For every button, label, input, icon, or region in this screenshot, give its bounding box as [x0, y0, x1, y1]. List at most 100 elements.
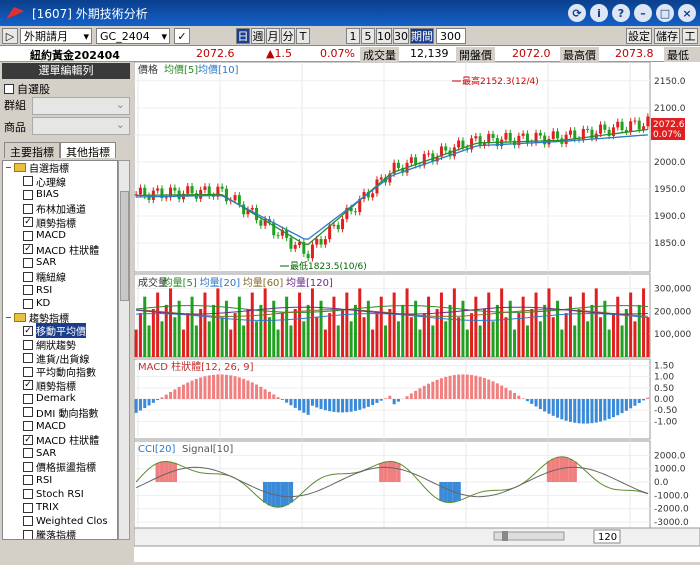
- indicator-checkbox[interactable]: [23, 285, 33, 295]
- indicator-checkbox[interactable]: [23, 489, 33, 499]
- tree-item[interactable]: SAR: [3, 446, 117, 460]
- tree-item[interactable]: SAR: [3, 256, 117, 270]
- price-tick-label: 1850.0: [654, 239, 686, 249]
- tree-item[interactable]: RSI: [3, 474, 117, 488]
- tree-item[interactable]: ✓移動平均價: [3, 324, 117, 338]
- indicator-checkbox[interactable]: [23, 176, 33, 186]
- refresh-icon[interactable]: ⟳: [568, 4, 586, 22]
- tree-item[interactable]: 布林加通道: [3, 202, 117, 216]
- tree-group[interactable]: −趨勢指標: [3, 311, 117, 325]
- tree-item[interactable]: 平均動向指數: [3, 365, 117, 379]
- tree-item[interactable]: Weighted Clos: [3, 514, 117, 528]
- period-day-button[interactable]: 日: [236, 28, 250, 44]
- option-checkbox[interactable]: ✓: [174, 28, 190, 44]
- settings-button[interactable]: 設定: [626, 28, 652, 44]
- indicator-checkbox[interactable]: [23, 272, 33, 282]
- tree-item[interactable]: ✓順勢指標: [3, 215, 117, 229]
- minimize-icon[interactable]: –: [634, 4, 652, 22]
- indicator-checkbox[interactable]: [23, 340, 33, 350]
- low-annotation: 最低1823.5(10/6): [290, 260, 367, 272]
- indicator-checkbox[interactable]: [23, 353, 33, 363]
- period-minute-button[interactable]: 分: [281, 28, 295, 44]
- tree-scrollbar[interactable]: [118, 160, 130, 540]
- volume-bar: [371, 330, 374, 357]
- interval-5-button[interactable]: 5: [361, 28, 375, 44]
- tab-other-indicators[interactable]: 其他指標: [60, 142, 116, 158]
- group-combo[interactable]: [32, 97, 130, 115]
- indicator-checkbox[interactable]: [23, 516, 33, 526]
- symbol-select[interactable]: GC_2404▾: [96, 28, 170, 44]
- tree-item[interactable]: 心理線: [3, 175, 117, 189]
- indicator-checkbox[interactable]: ✓: [23, 244, 33, 254]
- tree-item[interactable]: ✓MACD 柱狀體: [3, 433, 117, 447]
- candle-body: [380, 178, 383, 180]
- tree-item[interactable]: Stoch RSI: [3, 487, 117, 501]
- macd-tick-label: 0.50: [654, 384, 674, 394]
- indicator-checkbox[interactable]: [23, 475, 33, 485]
- self-select-row[interactable]: 自選股: [0, 80, 132, 98]
- indicator-checkbox[interactable]: [23, 190, 33, 200]
- indicator-checkbox[interactable]: [23, 367, 33, 377]
- tree-item[interactable]: MACD: [3, 229, 117, 243]
- candle-body: [427, 153, 430, 154]
- indicator-checkbox[interactable]: ✓: [23, 326, 33, 336]
- cci-signal-legend: Signal[10]: [182, 444, 233, 455]
- tree-item[interactable]: BIAS: [3, 188, 117, 202]
- play-icon[interactable]: ▷: [2, 28, 18, 44]
- tree-item[interactable]: TRIX: [3, 501, 117, 515]
- macd-bar: [298, 399, 301, 410]
- tree-item[interactable]: RSI: [3, 283, 117, 297]
- tree-item[interactable]: ✓順勢指標: [3, 379, 117, 393]
- tree-item[interactable]: ✓MACD 柱狀體: [3, 243, 117, 257]
- scrollbar-thumb[interactable]: [120, 191, 129, 301]
- interval-1-button[interactable]: 1: [346, 28, 360, 44]
- tab-main-indicators[interactable]: 主要指標: [4, 142, 60, 158]
- tree-group[interactable]: −自選指標: [3, 161, 117, 175]
- indicator-checkbox[interactable]: ✓: [23, 380, 33, 390]
- indicator-checkbox[interactable]: [23, 231, 33, 241]
- indicator-checkbox[interactable]: [23, 503, 33, 513]
- candle-body: [191, 186, 194, 193]
- tree-item[interactable]: 價格振盪指標: [3, 460, 117, 474]
- tree-item[interactable]: MACD: [3, 419, 117, 433]
- indicator-checkbox[interactable]: ✓: [23, 217, 33, 227]
- indicator-checkbox[interactable]: [23, 462, 33, 472]
- indicator-checkbox[interactable]: [23, 204, 33, 214]
- tools-button[interactable]: 工: [682, 28, 698, 44]
- save-button[interactable]: 儲存: [654, 28, 680, 44]
- interval-30-button[interactable]: 30: [393, 28, 409, 44]
- macd-bar: [212, 375, 215, 399]
- volume-bar: [539, 321, 542, 357]
- period-month-button[interactable]: 月: [266, 28, 280, 44]
- chart-area[interactable]: 2023/08091011122024/01022150.02100.02050…: [134, 62, 700, 562]
- macd-bar: [246, 380, 249, 399]
- indicator-checkbox[interactable]: [23, 299, 33, 309]
- indicator-checkbox[interactable]: ✓: [23, 435, 33, 445]
- indicator-checkbox[interactable]: [23, 448, 33, 458]
- indicator-checkbox[interactable]: [23, 258, 33, 268]
- period-input[interactable]: 300: [436, 28, 466, 44]
- self-select-checkbox[interactable]: [4, 84, 14, 94]
- help-icon[interactable]: ?: [612, 4, 630, 22]
- indicator-checkbox[interactable]: [23, 407, 33, 417]
- tree-item[interactable]: Demark: [3, 392, 117, 406]
- tree-item[interactable]: KD: [3, 297, 117, 311]
- zoom-value: 120: [598, 532, 617, 543]
- info-icon[interactable]: i: [590, 4, 608, 22]
- period-week-button[interactable]: 週: [251, 28, 265, 44]
- period-tick-button[interactable]: T: [296, 28, 310, 44]
- indicator-checkbox[interactable]: [23, 530, 33, 540]
- maximize-icon[interactable]: □: [656, 4, 674, 22]
- indicator-checkbox[interactable]: [23, 421, 33, 431]
- tree-item[interactable]: 糯紐線: [3, 270, 117, 284]
- tree-item[interactable]: 騰落指標: [3, 528, 117, 540]
- product-combo[interactable]: [32, 117, 130, 135]
- close-icon[interactable]: ×: [678, 4, 696, 22]
- tree-item[interactable]: 網狀趨勢: [3, 338, 117, 352]
- tree-item[interactable]: DMI 動向指數: [3, 406, 117, 420]
- tree-item[interactable]: 進貨/出貨線: [3, 351, 117, 365]
- market-select[interactable]: 外期請月▾: [20, 28, 92, 44]
- interval-10-button[interactable]: 10: [376, 28, 392, 44]
- indicator-checkbox[interactable]: [23, 394, 33, 404]
- chart-svg[interactable]: 2023/08091011122024/01022150.02100.02050…: [134, 62, 700, 562]
